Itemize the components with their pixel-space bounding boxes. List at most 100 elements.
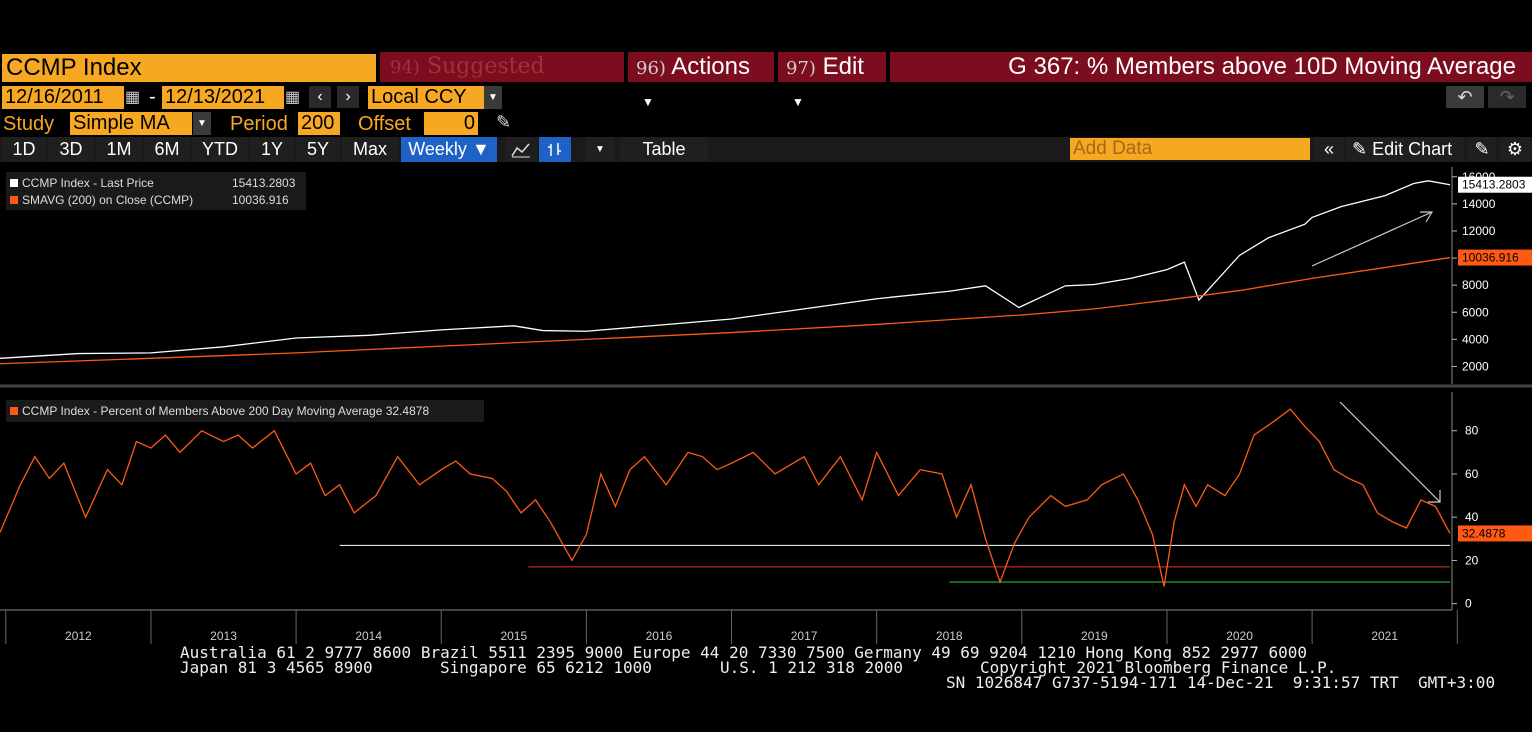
- bar-chart-icon[interactable]: [539, 137, 571, 162]
- x-tick-label: 2020: [1226, 629, 1253, 643]
- price-line: [0, 180, 1451, 359]
- previous-period-button[interactable]: ‹: [309, 86, 331, 108]
- last-price-tag: [1458, 176, 1532, 193]
- edit-menu-button[interactable]: 97) Edit ▼: [778, 52, 886, 109]
- y-tick-label: 4000: [1462, 332, 1489, 346]
- actions-label: Actions: [671, 53, 750, 80]
- legend-label: CCMP Index - Last Price: [22, 176, 154, 190]
- x-tick-label: 2018: [936, 629, 963, 643]
- legend-label: SMAVG (200) on Close (CCMP): [22, 193, 194, 207]
- collapse-icon[interactable]: «: [1314, 137, 1344, 162]
- menu-number: 97): [786, 58, 816, 79]
- study-select[interactable]: Simple MA: [70, 112, 192, 135]
- period-button-3d[interactable]: 3D: [48, 137, 94, 162]
- undo-icon[interactable]: ↶: [1446, 86, 1484, 108]
- sma-tag: [1458, 249, 1532, 266]
- y-tick-label: 60: [1465, 467, 1479, 481]
- period-button-ytd[interactable]: YTD: [192, 137, 248, 162]
- period-button-1y[interactable]: 1Y: [250, 137, 294, 162]
- x-tick-label: 2014: [355, 629, 382, 643]
- sma-tag-label: 10036.916: [1462, 251, 1519, 265]
- lower-legend: CCMP Index - Percent of Members Above 20…: [6, 400, 484, 422]
- chart-area: 2000400060008000100001200014000160001541…: [0, 167, 1532, 644]
- study-label: Study: [3, 113, 55, 135]
- offset-input[interactable]: 0: [424, 112, 478, 135]
- y-tick-label: 40: [1465, 510, 1479, 524]
- edit-chart-button[interactable]: ✎ Edit Chart: [1346, 137, 1464, 162]
- line-chart-icon[interactable]: [505, 137, 537, 162]
- legend-value: 10036.916: [232, 193, 289, 207]
- redo-icon[interactable]: ↷: [1488, 86, 1526, 108]
- y-tick-label: 0: [1465, 597, 1472, 611]
- y-tick-label: 8000: [1462, 278, 1489, 292]
- x-tick-label: 2016: [646, 629, 673, 643]
- last-value-tag: [1458, 525, 1532, 542]
- x-tick-label: 2019: [1081, 629, 1108, 643]
- edit-label: Edit: [822, 53, 864, 80]
- last-price-tag-label: 15413.2803: [1462, 178, 1526, 192]
- legend-item: SMAVG (200) on Close (CCMP): [10, 193, 193, 207]
- period-button-max[interactable]: Max: [342, 137, 398, 162]
- frequency-select[interactable]: Weekly ▼: [401, 137, 497, 162]
- period-button-1d[interactable]: 1D: [2, 137, 46, 162]
- footer-singapore: Singapore 65 6212 1000: [440, 658, 652, 677]
- add-data-input[interactable]: Add Data: [1070, 138, 1310, 160]
- chevron-down-icon[interactable]: ▼: [585, 137, 615, 162]
- upper-legend: CCMP Index - Last Price 15413.2803 SMAVG…: [6, 172, 306, 210]
- start-date-input[interactable]: 12/16/2011: [2, 86, 124, 109]
- legend-label: CCMP Index - Percent of Members Above 20…: [22, 404, 383, 418]
- period-input[interactable]: 200: [298, 112, 340, 135]
- period-button-6m[interactable]: 6M: [144, 137, 190, 162]
- y-tick-label: 12000: [1462, 224, 1496, 238]
- period-button-1m[interactable]: 1M: [96, 137, 142, 162]
- frequency-label: Weekly: [408, 139, 467, 159]
- arrow-head-icon: [1428, 490, 1441, 503]
- x-tick-label: 2017: [791, 629, 818, 643]
- x-tick-label: 2015: [500, 629, 527, 643]
- trend-arrow: [1311, 211, 1433, 267]
- x-tick-label: 2013: [210, 629, 237, 643]
- x-tick-label: 2012: [65, 629, 92, 643]
- end-date-input[interactable]: 12/13/2021: [162, 86, 284, 109]
- legend-item: CCMP Index - Last Price: [10, 176, 154, 190]
- footer-contacts-line: Australia 61 2 9777 8600 Brazil 5511 239…: [180, 643, 1308, 662]
- legend-value: 32.4878: [385, 404, 430, 418]
- table-button[interactable]: Table: [620, 137, 708, 162]
- x-tick-label: 2021: [1371, 629, 1398, 643]
- chevron-down-icon: ▼: [792, 95, 804, 109]
- suggested-charts-button[interactable]: 94) Suggested Charts: [380, 52, 624, 110]
- footer-us: U.S. 1 212 318 2000: [720, 658, 904, 677]
- chevron-down-icon: ▼: [471, 139, 490, 159]
- chart-title: G 367: % Members above 10D Moving Averag…: [890, 52, 1532, 82]
- gear-icon[interactable]: ⚙: [1500, 137, 1530, 162]
- ticker-input[interactable]: CCMP Index: [2, 54, 376, 82]
- y-tick-label: 14000: [1462, 197, 1496, 211]
- chevron-down-icon: ▼: [642, 95, 654, 109]
- chevron-down-icon[interactable]: ▼: [193, 112, 211, 135]
- sma-line: [0, 256, 1451, 365]
- last-value-tag-label: 32.4878: [1462, 526, 1506, 540]
- calendar-icon[interactable]: ▦: [125, 89, 141, 106]
- y-tick-label: 6000: [1462, 305, 1489, 319]
- arrow-head-icon: [1420, 211, 1434, 223]
- pencil-icon[interactable]: ✎: [496, 112, 512, 132]
- date-separator: -: [149, 86, 156, 108]
- legend-item: CCMP Index - Percent of Members Above 20…: [10, 404, 429, 418]
- y-tick-label: 80: [1465, 424, 1479, 438]
- annotate-icon[interactable]: ✎: [1468, 137, 1496, 162]
- menu-number: 96): [636, 58, 666, 79]
- y-tick-label: 2000: [1462, 359, 1489, 373]
- actions-menu-button[interactable]: 96) Actions ▼: [628, 52, 774, 109]
- next-period-button[interactable]: ›: [337, 86, 359, 108]
- period-button-5y[interactable]: 5Y: [296, 137, 340, 162]
- offset-label: Offset: [358, 113, 411, 135]
- legend-value: 15413.2803: [232, 176, 296, 190]
- chevron-down-icon[interactable]: ▼: [484, 86, 502, 109]
- menu-number: 94): [390, 57, 420, 78]
- currency-select[interactable]: Local CCY: [368, 86, 484, 109]
- footer-japan: Japan 81 3 4565 8900: [180, 658, 373, 677]
- edit-chart-label: Edit Chart: [1372, 139, 1453, 159]
- pencil-icon: ✎: [1352, 139, 1368, 159]
- y-tick-label: 20: [1465, 553, 1479, 567]
- calendar-icon[interactable]: ▦: [285, 89, 301, 106]
